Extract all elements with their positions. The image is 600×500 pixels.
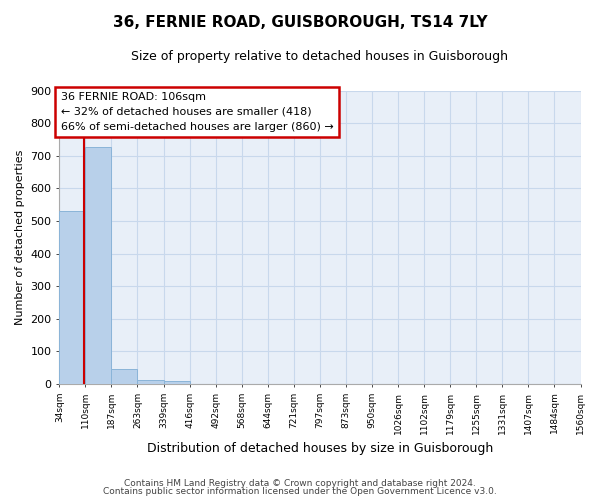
Text: 36 FERNIE ROAD: 106sqm
← 32% of detached houses are smaller (418)
66% of semi-de: 36 FERNIE ROAD: 106sqm ← 32% of detached… — [61, 92, 334, 132]
Title: Size of property relative to detached houses in Guisborough: Size of property relative to detached ho… — [131, 50, 508, 63]
Bar — [59, 211, 85, 384]
Y-axis label: Number of detached properties: Number of detached properties — [15, 150, 25, 325]
Text: 36, FERNIE ROAD, GUISBOROUGH, TS14 7LY: 36, FERNIE ROAD, GUISBOROUGH, TS14 7LY — [113, 15, 487, 30]
Bar — [164, 380, 190, 384]
Bar — [112, 368, 137, 384]
X-axis label: Distribution of detached houses by size in Guisborough: Distribution of detached houses by size … — [147, 442, 493, 455]
Bar — [137, 380, 164, 384]
Text: Contains public sector information licensed under the Open Government Licence v3: Contains public sector information licen… — [103, 487, 497, 496]
Text: Contains HM Land Registry data © Crown copyright and database right 2024.: Contains HM Land Registry data © Crown c… — [124, 478, 476, 488]
Bar — [85, 146, 112, 384]
